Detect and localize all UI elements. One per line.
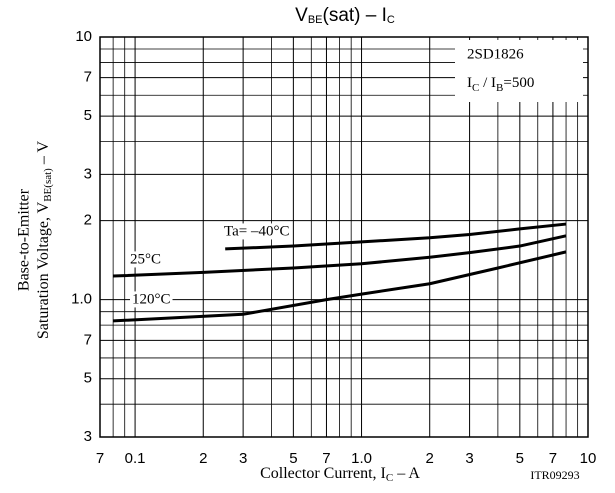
condition-part: =500 — [503, 75, 534, 91]
curve — [113, 250, 567, 323]
x-tick-label: 2 — [426, 450, 434, 467]
y-axis-label: Base-to-Emitter Saturation Voltage, VBE(s… — [16, 140, 54, 339]
y-tick-label: 5 — [84, 370, 92, 387]
chart-code: ITR09293 — [530, 468, 579, 482]
curve-label-bg — [128, 251, 164, 268]
condition-part: C — [472, 82, 479, 94]
x-tick-label: 3 — [465, 450, 473, 467]
y-axis-label-part: BE(sat) — [42, 168, 54, 202]
x-axis-label-part: C — [386, 472, 393, 484]
chart-title-part: V — [295, 5, 308, 26]
x-tick-label: 2 — [199, 450, 207, 467]
plot-frame — [99, 36, 589, 438]
x-tick-label: 5 — [516, 450, 524, 467]
curve-label: 25°C — [130, 251, 161, 267]
x-tick-label: 1.0 — [351, 450, 372, 467]
y-tick-label: 1.0 — [71, 291, 92, 308]
y-tick-label: 7 — [84, 331, 92, 348]
y-axis-label-line: Saturation Voltage, VBE(sat) – V — [35, 140, 54, 339]
annotation-box — [455, 40, 583, 102]
chart-title-part: BE — [308, 14, 323, 26]
curve — [113, 234, 567, 278]
y-tick-label: 3 — [84, 428, 92, 445]
part-number: 2SD1826 — [467, 46, 524, 62]
y-tick-label: 10 — [75, 28, 92, 45]
x-tick-label: 3 — [239, 450, 247, 467]
curve-label-bg — [222, 223, 292, 240]
x-axis-label: Collector Current, IC – A — [260, 465, 420, 484]
condition: IC / IB=500 — [467, 75, 534, 93]
y-tick-label: 5 — [84, 107, 92, 124]
chart-title-part: C — [387, 14, 395, 26]
y-tick-label: 2 — [84, 212, 92, 229]
curve-label: Ta= –40°C — [224, 223, 290, 239]
x-tick-label: 0.1 — [125, 450, 146, 467]
condition-part: / I — [479, 75, 496, 91]
curve — [225, 222, 567, 251]
condition-part: I — [467, 75, 472, 91]
x-axis-label-part: Collector Current, I — [260, 465, 386, 482]
x-axis-label-part: – A — [393, 465, 420, 482]
x-tick-label: 7 — [96, 450, 104, 467]
x-tick-label: 5 — [289, 450, 297, 467]
condition-part: B — [496, 82, 503, 94]
y-tick-label: 3 — [84, 165, 92, 182]
curve-label-bg — [130, 291, 173, 308]
x-tick-label: 7 — [549, 450, 557, 467]
curve-label: 120°C — [132, 291, 171, 307]
x-tick-label: 10 — [580, 450, 597, 467]
y-axis-label-part: Saturation Voltage, V — [35, 201, 52, 339]
chart-title-part: (sat) – I — [323, 5, 387, 26]
chart-title: VBE(sat) – IC — [295, 5, 395, 26]
y-tick-label: 7 — [84, 69, 92, 86]
y-axis-label-part: – V — [35, 140, 52, 168]
x-tick-label: 7 — [322, 450, 330, 467]
y-axis-label-line: Base-to-Emitter — [16, 188, 33, 291]
